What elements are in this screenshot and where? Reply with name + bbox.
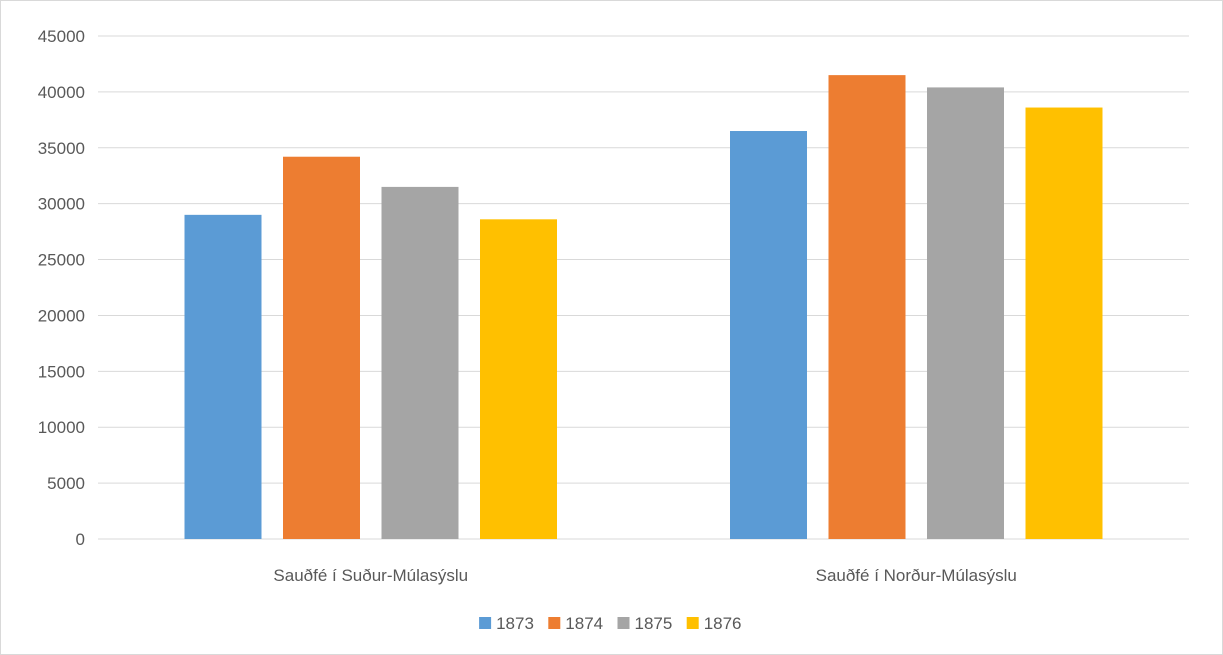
bar-1876-1 (480, 219, 557, 539)
legend: 1873 1874 1875 1876 (479, 614, 742, 633)
bar-1873-2 (730, 131, 807, 539)
legend-label-1875: 1875 (635, 614, 673, 633)
y-tick-label: 45000 (38, 27, 85, 46)
legend-swatch-1873 (479, 617, 492, 629)
legend-swatch-1876 (686, 617, 699, 629)
bar-1873-1 (184, 214, 262, 539)
y-tick-label: 0 (76, 530, 85, 549)
y-tick-label: 25000 (38, 251, 85, 270)
y-tick-label: 40000 (38, 83, 85, 102)
legend-swatch-1874 (548, 617, 561, 629)
legend-label-1876: 1876 (704, 614, 742, 633)
bars (184, 75, 1103, 539)
gridlines (98, 35, 1189, 540)
x-axis: Sauðfé í Suður-Múlasýslu Sauðfé í Norður-… (273, 566, 1016, 585)
legend-label-1873: 1873 (496, 614, 534, 633)
bar-1874-1 (283, 156, 360, 539)
y-tick-label: 10000 (38, 418, 85, 437)
y-tick-label: 15000 (38, 362, 85, 381)
x-category-label: Sauðfé í Suður-Múlasýslu (273, 566, 468, 585)
y-tick-label: 35000 (38, 139, 85, 158)
y-tick-label: 5000 (47, 474, 85, 493)
bar-1875-1 (381, 186, 459, 539)
bar-1874-2 (828, 75, 906, 539)
y-tick-label: 30000 (38, 195, 85, 214)
x-category-label: Sauðfé í Norður-Múlasýslu (816, 566, 1017, 585)
legend-label-1874: 1874 (565, 614, 603, 633)
legend-swatch-1875 (617, 617, 630, 629)
y-axis: 0 5000 10000 15000 20000 25000 30000 35000 40000… (38, 27, 85, 549)
y-tick-label: 20000 (38, 306, 85, 325)
bar-1876-2 (1025, 107, 1103, 539)
bar-1875-2 (927, 87, 1004, 539)
